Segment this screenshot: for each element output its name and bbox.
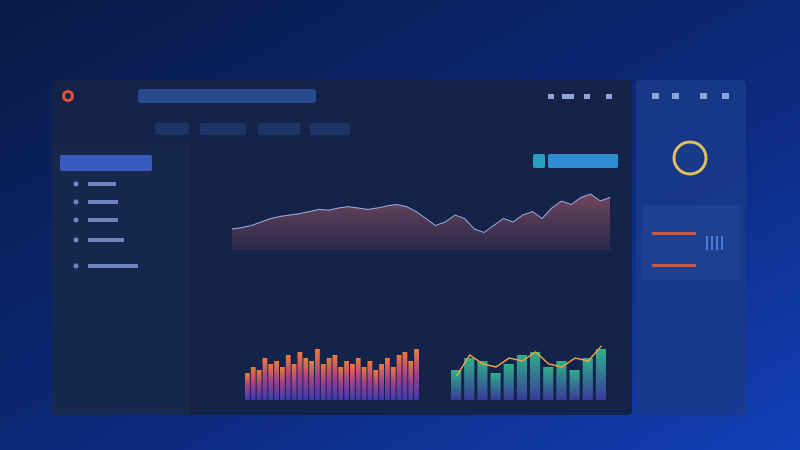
- bar: [503, 364, 514, 400]
- tabs: [155, 123, 350, 135]
- bar: [530, 352, 541, 400]
- bar: [414, 349, 419, 400]
- bar: [274, 361, 279, 400]
- gauge: [672, 140, 708, 176]
- stats-card: [642, 205, 740, 280]
- bar: [385, 358, 390, 400]
- toolbar-icons: [548, 93, 729, 99]
- bar: [280, 367, 285, 400]
- bar: [396, 355, 402, 400]
- sidebar-item[interactable]: [88, 182, 116, 186]
- bar: [350, 364, 355, 400]
- button[interactable]: [548, 154, 618, 168]
- bar: [373, 370, 379, 400]
- bar: [291, 364, 297, 400]
- bar: [309, 361, 314, 400]
- bar: [490, 373, 501, 400]
- charts: [231, 193, 611, 400]
- bar: [355, 358, 361, 400]
- bar: [367, 361, 373, 400]
- bar: [315, 349, 320, 400]
- tab[interactable]: [310, 123, 350, 135]
- bar: [303, 358, 309, 400]
- bar: [451, 370, 462, 400]
- sidebar-item-active[interactable]: [60, 155, 152, 171]
- line: [455, 345, 602, 377]
- tab[interactable]: [200, 123, 246, 135]
- bar: [477, 361, 488, 400]
- bar: [250, 367, 256, 400]
- mini-bars: [706, 236, 723, 250]
- bar: [326, 358, 332, 400]
- bar: [516, 355, 527, 400]
- sidebar-item[interactable]: [88, 264, 138, 268]
- area: [232, 194, 610, 250]
- bar: [320, 364, 326, 400]
- bar: [297, 352, 303, 400]
- bar: [285, 355, 291, 400]
- bar: [556, 361, 567, 400]
- tab[interactable]: [258, 123, 300, 135]
- bar: [268, 364, 274, 400]
- bar: [379, 364, 384, 400]
- tab[interactable]: [155, 123, 189, 135]
- bar: [332, 355, 338, 400]
- line: [231, 193, 611, 234]
- sidebar-item[interactable]: [88, 200, 118, 204]
- bar: [262, 358, 268, 400]
- bar: [245, 373, 250, 400]
- button[interactable]: [533, 154, 545, 168]
- bar: [344, 361, 349, 400]
- bar: [361, 367, 367, 400]
- sidebar-item[interactable]: [88, 238, 124, 242]
- bar: [256, 370, 262, 400]
- bar: [569, 370, 580, 400]
- bar: [595, 349, 606, 400]
- bar: [543, 367, 554, 400]
- bar: [402, 352, 408, 400]
- sidebar-item[interactable]: [88, 218, 118, 222]
- search-box[interactable]: [138, 89, 316, 103]
- bar: [408, 361, 414, 400]
- sidebar-items: [73, 181, 138, 269]
- sidebar: [52, 145, 190, 415]
- bar: [464, 358, 475, 400]
- bar: [582, 358, 593, 400]
- bar: [390, 367, 396, 400]
- bar: [338, 367, 344, 400]
